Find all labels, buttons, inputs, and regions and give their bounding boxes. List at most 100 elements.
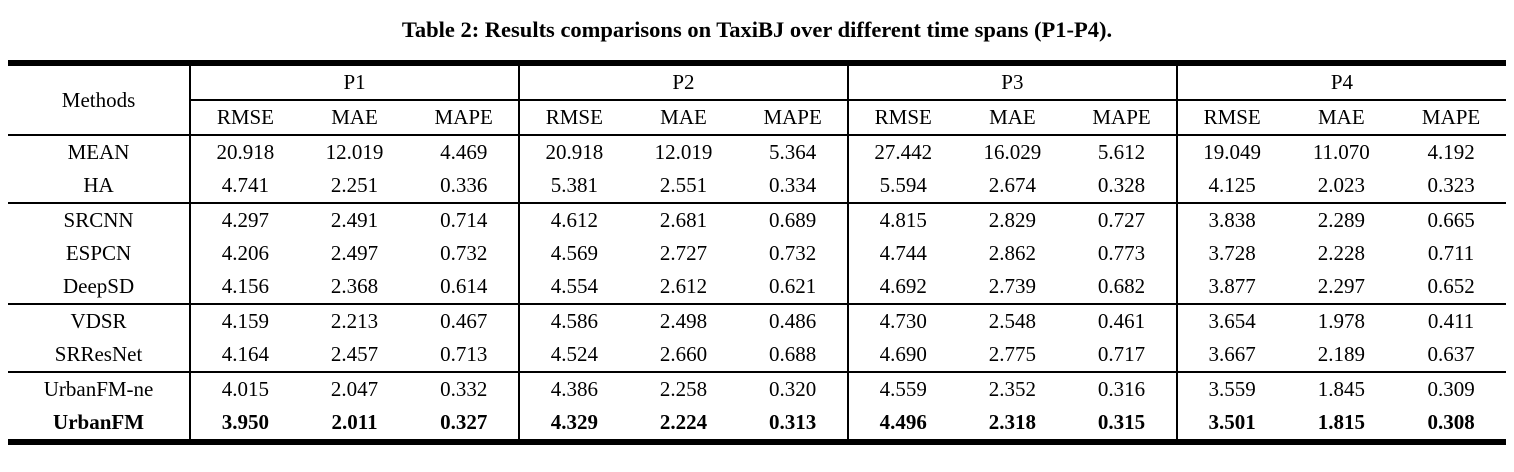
- value-cell: 3.950: [189, 406, 300, 442]
- value-cell: 0.308: [1427, 410, 1475, 434]
- results-table: Methods P1 P2 P3 P4 RMSE MAE MAPE RMSE M…: [8, 60, 1506, 445]
- value-cell: 0.323: [1427, 173, 1475, 197]
- col-header-rmse: RMSE: [518, 100, 629, 136]
- col-header-mae: MAE: [299, 100, 410, 136]
- value-cell: 0.316: [1067, 371, 1177, 406]
- value-cell: 4.815: [846, 202, 958, 237]
- col-group-p4: P4: [1175, 63, 1506, 101]
- value-cell: 5.381: [518, 169, 629, 203]
- value-cell: 5.594: [846, 169, 958, 203]
- value-cell: 4.524: [518, 338, 629, 372]
- value-cell: 2.318: [988, 410, 1037, 434]
- value-cell: 2.491: [299, 202, 410, 237]
- table-row: UrbanFM 3.950 2.011 0.327 4.329 2.224 0.313 4.4…: [8, 406, 1506, 442]
- value-cell: 3.501: [1175, 406, 1287, 442]
- value-cell: 4.469: [440, 140, 488, 164]
- value-cell: 2.368: [330, 274, 379, 298]
- value-cell: 5.612: [1097, 140, 1146, 164]
- method-cell: UrbanFM-ne: [8, 371, 191, 406]
- col-header-mape: MAPE: [409, 100, 520, 136]
- value-cell: 4.159: [189, 303, 300, 338]
- value-cell: 2.224: [659, 410, 708, 434]
- value-cell: 12.019: [325, 140, 384, 164]
- value-cell: 4.386: [518, 371, 629, 406]
- value-cell: 2.739: [988, 274, 1037, 298]
- value-cell: 2.551: [659, 173, 708, 197]
- value-cell: 11.070: [1312, 140, 1370, 164]
- table-row: ESPCN 4.206 2.497 0.732 4.569 2.727 0.732 4.744…: [8, 237, 1506, 270]
- value-cell: 3.877: [1175, 270, 1287, 304]
- value-cell: 0.486: [738, 303, 848, 338]
- value-cell: 4.164: [189, 338, 300, 372]
- value-cell: 2.189: [1317, 342, 1365, 366]
- value-cell: 4.730: [846, 303, 958, 338]
- col-header-mae: MAE: [1286, 100, 1397, 136]
- value-cell: 0.320: [738, 371, 848, 406]
- value-cell: 0.467: [409, 303, 520, 338]
- value-cell: 0.714: [409, 202, 520, 237]
- method-cell: HA: [83, 173, 114, 197]
- value-cell: 2.660: [659, 342, 708, 366]
- value-cell: 4.156: [189, 270, 300, 304]
- value-cell: 2.498: [628, 303, 739, 338]
- value-cell: 0.717: [1097, 342, 1146, 366]
- value-cell: 2.047: [299, 371, 410, 406]
- value-cell: 5.364: [768, 140, 817, 164]
- value-cell: 3.667: [1175, 338, 1287, 372]
- col-header-mape: MAPE: [738, 100, 848, 136]
- value-cell: 2.352: [957, 371, 1068, 406]
- value-cell: 3.559: [1175, 371, 1287, 406]
- value-cell: 0.332: [409, 371, 520, 406]
- value-cell: 0.732: [440, 241, 488, 265]
- value-cell: 0.682: [1097, 274, 1146, 298]
- value-cell: 4.612: [518, 202, 629, 237]
- value-cell: 4.744: [846, 237, 958, 270]
- value-cell: 0.336: [440, 173, 488, 197]
- value-cell: 0.688: [768, 342, 817, 366]
- value-cell: 2.829: [957, 202, 1068, 237]
- value-cell: 2.228: [1317, 241, 1365, 265]
- value-cell: 3.654: [1175, 303, 1287, 338]
- metric-header-row: RMSE MAE MAPE RMSE MAE MAPE RMSE MAE MAP…: [8, 100, 1506, 136]
- value-cell: 4.554: [518, 270, 629, 304]
- table-body: MEAN 20.918 12.019 4.469 20.918 12.019 5.364 27…: [8, 135, 1506, 442]
- value-cell: 2.681: [628, 202, 739, 237]
- value-cell: 0.614: [440, 274, 488, 298]
- value-cell: 2.023: [1317, 173, 1365, 197]
- value-cell: 2.727: [659, 241, 708, 265]
- value-cell: 3.838: [1175, 202, 1287, 237]
- table-row: SRResNet 4.164 2.457 0.713 4.524 2.660 0.688 4.…: [8, 338, 1506, 372]
- value-cell: 4.125: [1175, 169, 1287, 203]
- table-row: VDSR 4.159 2.213 0.467 4.586 2.498 0.486 4.730 2…: [8, 303, 1506, 338]
- col-header-mape: MAPE: [1396, 100, 1506, 136]
- value-cell: 4.206: [189, 237, 300, 270]
- table-caption: Table 2: Results comparisons on TaxiBJ o…: [401, 17, 1113, 42]
- value-cell: 4.586: [518, 303, 629, 338]
- value-cell: 0.773: [1097, 241, 1146, 265]
- value-cell: 0.313: [768, 410, 817, 434]
- value-cell: 2.862: [988, 241, 1037, 265]
- group-header-row: Methods P1 P2 P3 P4: [8, 63, 1506, 136]
- value-cell: 2.213: [299, 303, 410, 338]
- value-cell: 2.497: [330, 241, 379, 265]
- value-cell: 2.674: [988, 173, 1037, 197]
- table-row: MEAN 20.918 12.019 4.469 20.918 12.019 5.364 27…: [8, 135, 1506, 169]
- method-cell: UrbanFM: [53, 410, 145, 434]
- method-cell: MEAN: [67, 140, 130, 164]
- value-cell: 2.011: [331, 410, 378, 434]
- value-cell: 0.411: [1396, 303, 1506, 338]
- value-cell: 4.329: [518, 406, 629, 442]
- value-cell: 2.775: [988, 342, 1037, 366]
- method-cell: DeepSD: [62, 274, 135, 298]
- value-cell: 0.713: [440, 342, 488, 366]
- col-group-p3: P3: [846, 63, 1177, 101]
- value-cell: 4.015: [189, 371, 300, 406]
- value-cell: 1.978: [1286, 303, 1397, 338]
- value-cell: 27.442: [846, 135, 958, 169]
- value-cell: 20.918: [189, 135, 300, 169]
- value-cell: 4.192: [1427, 140, 1475, 164]
- value-cell: 0.732: [768, 241, 817, 265]
- value-cell: 4.496: [846, 406, 958, 442]
- col-header-mape: MAPE: [1067, 100, 1177, 136]
